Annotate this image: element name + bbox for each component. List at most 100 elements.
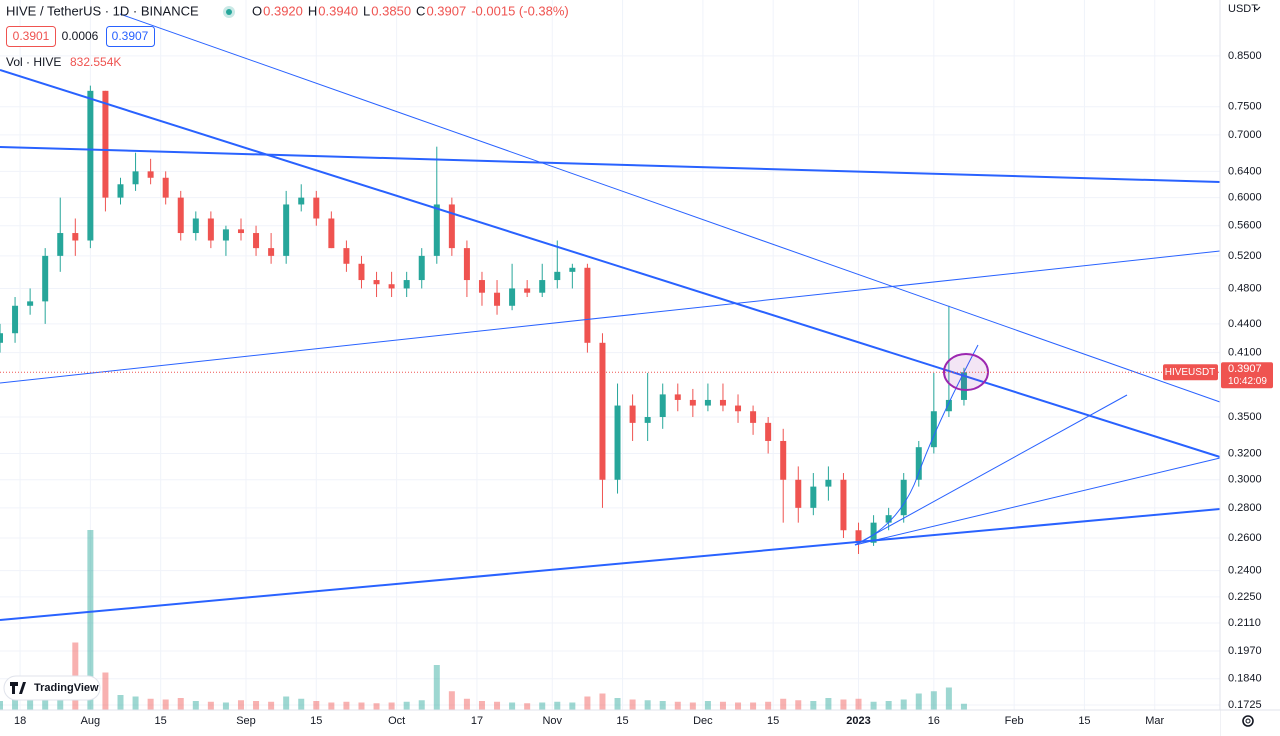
volume-bar xyxy=(494,701,501,710)
x-tick-label: 15 xyxy=(310,715,322,727)
trend-curve xyxy=(854,344,979,546)
y-tick-label: 0.2250 xyxy=(1228,591,1262,603)
candle-body xyxy=(373,280,380,285)
y-tick-label: 0.2110 xyxy=(1228,617,1261,629)
volume-bar xyxy=(192,701,199,710)
volume-bar xyxy=(960,703,967,710)
candle-body xyxy=(539,280,546,293)
volume-bar xyxy=(750,702,757,710)
y-tick-label: 0.2800 xyxy=(1228,502,1262,514)
volume-bar xyxy=(719,701,726,710)
volume-bar xyxy=(388,702,395,710)
volume-bar xyxy=(27,700,34,710)
candle-body xyxy=(644,417,651,423)
candle-body xyxy=(870,522,877,543)
candle-body xyxy=(960,372,967,400)
volume-bar xyxy=(765,701,772,710)
volume-bar xyxy=(207,701,214,710)
candle-body xyxy=(42,255,49,302)
volume-bar xyxy=(147,698,154,710)
ohlc-label: H xyxy=(308,3,317,18)
candle-body xyxy=(132,171,139,185)
ask[interactable]: 0.3907 xyxy=(112,29,149,43)
y-tick-label: 0.2400 xyxy=(1228,564,1262,576)
candle-body xyxy=(418,255,425,281)
candle-body xyxy=(599,342,606,480)
trend-line xyxy=(0,69,1221,458)
y-tick-label: 0.2600 xyxy=(1228,532,1262,544)
candle-body xyxy=(12,305,19,334)
status-dot xyxy=(226,9,232,15)
candle-body xyxy=(253,233,260,249)
candle-body xyxy=(915,447,922,480)
candle-body xyxy=(584,267,591,343)
candle-body xyxy=(283,204,290,256)
gear-center xyxy=(1245,718,1251,724)
x-tick-label: Dec xyxy=(693,715,713,727)
volume-bar xyxy=(704,701,711,710)
volume-bar xyxy=(930,691,937,710)
x-tick-label: Aug xyxy=(81,715,101,727)
change: -0.0015 (-0.38%) xyxy=(471,3,569,18)
candle-body xyxy=(207,218,214,241)
brand-box[interactable] xyxy=(3,675,101,701)
volume-bar xyxy=(478,701,485,710)
y-tick-label: 0.4400 xyxy=(1228,318,1262,330)
gear[interactable] xyxy=(1242,715,1254,727)
volume-bar xyxy=(644,700,651,710)
brand[interactable]: TradingView xyxy=(3,675,101,701)
candle-body xyxy=(177,197,184,234)
settings-icon[interactable] xyxy=(1242,715,1254,727)
trend-line xyxy=(854,394,1128,546)
bid-box[interactable] xyxy=(6,26,56,47)
currency[interactable]: USDT xyxy=(1228,3,1258,15)
grid xyxy=(0,0,1220,710)
brand-name[interactable]: TradingView xyxy=(34,682,99,694)
candle-body xyxy=(343,248,350,264)
candle-body xyxy=(780,440,787,480)
trend-line xyxy=(0,146,1221,183)
volume-bar xyxy=(253,701,260,710)
candle-body xyxy=(840,479,847,531)
volume-bar xyxy=(795,700,802,710)
symbol[interactable]: HIVE / TetherUS · 1D · BINANCE xyxy=(6,3,199,18)
volume-bar xyxy=(735,702,742,710)
ohlc-label: L xyxy=(363,3,370,18)
candle-body xyxy=(659,394,666,418)
ohlc-value: 0.3907 xyxy=(426,3,466,18)
volume-bar xyxy=(283,696,290,710)
y-tick-label: 0.7500 xyxy=(1228,101,1262,113)
volume-bar xyxy=(810,701,817,710)
candle-body xyxy=(463,248,470,281)
y-axis: 0.8500 0.7500 0.7000 0.6400 0.6000 0.5600 0.52… xyxy=(1228,50,1262,711)
y-tick-label: 0.5200 xyxy=(1228,250,1262,262)
symbol-tag: HIVEUSDT xyxy=(1165,367,1216,378)
volume-bar xyxy=(418,700,425,710)
x-axis: 18 Aug 15 Sep 15 Oct 17 Nov 15 Dec 15 2023 16 Feb 15 Ma… xyxy=(14,715,1165,727)
volume-bar xyxy=(900,699,907,710)
candle-body xyxy=(162,177,169,198)
ohlc-label: C xyxy=(416,3,425,18)
volume-bar xyxy=(12,699,19,710)
volume-bar xyxy=(463,698,470,710)
candle-body xyxy=(147,171,154,178)
candle-body xyxy=(0,333,3,343)
volume-bar xyxy=(268,701,275,710)
volume-bar xyxy=(177,698,184,710)
volume-bar xyxy=(509,702,516,710)
candle-body xyxy=(102,90,109,198)
y-tick-label: 0.3500 xyxy=(1228,411,1262,423)
volume-bar xyxy=(599,693,606,710)
y-tick-label: 0.6400 xyxy=(1228,165,1262,177)
volume-bar xyxy=(222,702,229,710)
y-tick-label: 0.1970 xyxy=(1228,645,1262,657)
candle-body xyxy=(448,204,455,249)
ohlc-label: O xyxy=(252,3,262,18)
x-tick-label: Oct xyxy=(388,715,405,727)
bid[interactable]: 0.3901 xyxy=(13,29,50,43)
ask-box[interactable] xyxy=(106,26,155,47)
volume-bar xyxy=(343,701,350,710)
candle-body xyxy=(735,405,742,412)
volume-bar xyxy=(403,701,410,710)
